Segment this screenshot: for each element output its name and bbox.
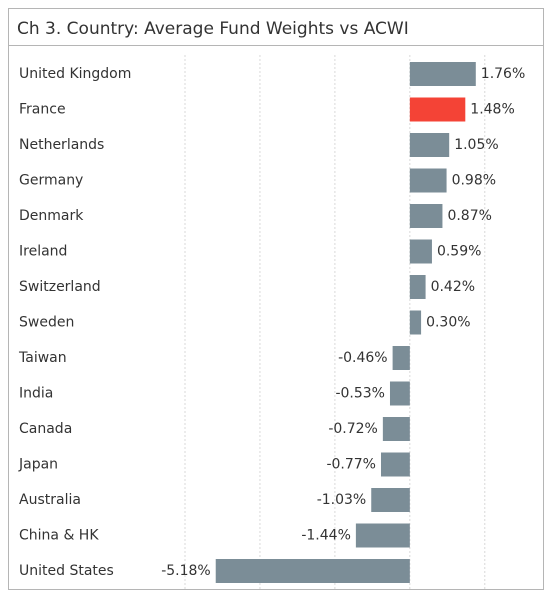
y-tick-label: Sweden xyxy=(19,315,74,331)
y-tick-label: Ireland xyxy=(19,244,67,260)
y-tick-label: Taiwan xyxy=(18,350,67,366)
y-tick-label: Japan xyxy=(18,457,58,473)
bar xyxy=(409,310,422,335)
bar xyxy=(392,346,410,370)
bar xyxy=(382,417,410,441)
y-tick-label: Canada xyxy=(19,421,72,437)
value-label: -1.44% xyxy=(301,528,351,544)
y-tick-label: Netherlands xyxy=(19,137,104,153)
bar xyxy=(409,204,443,228)
bar xyxy=(380,452,410,477)
bar xyxy=(409,62,476,86)
value-label: 1.76% xyxy=(481,66,525,82)
bar xyxy=(409,133,450,157)
value-label: 1.05% xyxy=(454,137,498,153)
y-tick-label: Denmark xyxy=(19,208,84,224)
frame xyxy=(8,8,544,590)
value-label: 0.59% xyxy=(437,244,481,260)
bar xyxy=(371,488,410,512)
value-label: -0.72% xyxy=(328,421,378,437)
value-label: -5.18% xyxy=(161,563,211,579)
value-label: 0.98% xyxy=(452,173,496,189)
y-tick-label: United Kingdom xyxy=(19,66,131,82)
value-label: -1.03% xyxy=(317,492,367,508)
value-label: 0.30% xyxy=(426,315,470,331)
y-tick-label: France xyxy=(19,102,66,118)
y-tick-label: United States xyxy=(19,563,114,579)
value-label: 0.87% xyxy=(447,208,491,224)
value-label: 0.42% xyxy=(431,279,475,295)
bar xyxy=(389,381,410,406)
bar xyxy=(409,168,447,193)
bar xyxy=(355,523,410,548)
y-tick-label: China & HK xyxy=(19,528,99,544)
bar xyxy=(409,239,432,264)
y-tick-label: Switzerland xyxy=(19,279,101,295)
value-label: -0.77% xyxy=(326,457,376,473)
value-label: -0.46% xyxy=(338,350,388,366)
bar xyxy=(215,559,410,583)
bar xyxy=(409,275,426,299)
chart-title: Ch 3. Country: Average Fund Weights vs A… xyxy=(17,19,409,39)
y-tick-label: Germany xyxy=(19,173,83,189)
y-tick-label: India xyxy=(19,386,53,402)
y-tick-label: Australia xyxy=(19,492,81,508)
value-label: 1.48% xyxy=(470,102,514,118)
value-label: -0.53% xyxy=(335,386,385,402)
bar xyxy=(409,97,466,122)
